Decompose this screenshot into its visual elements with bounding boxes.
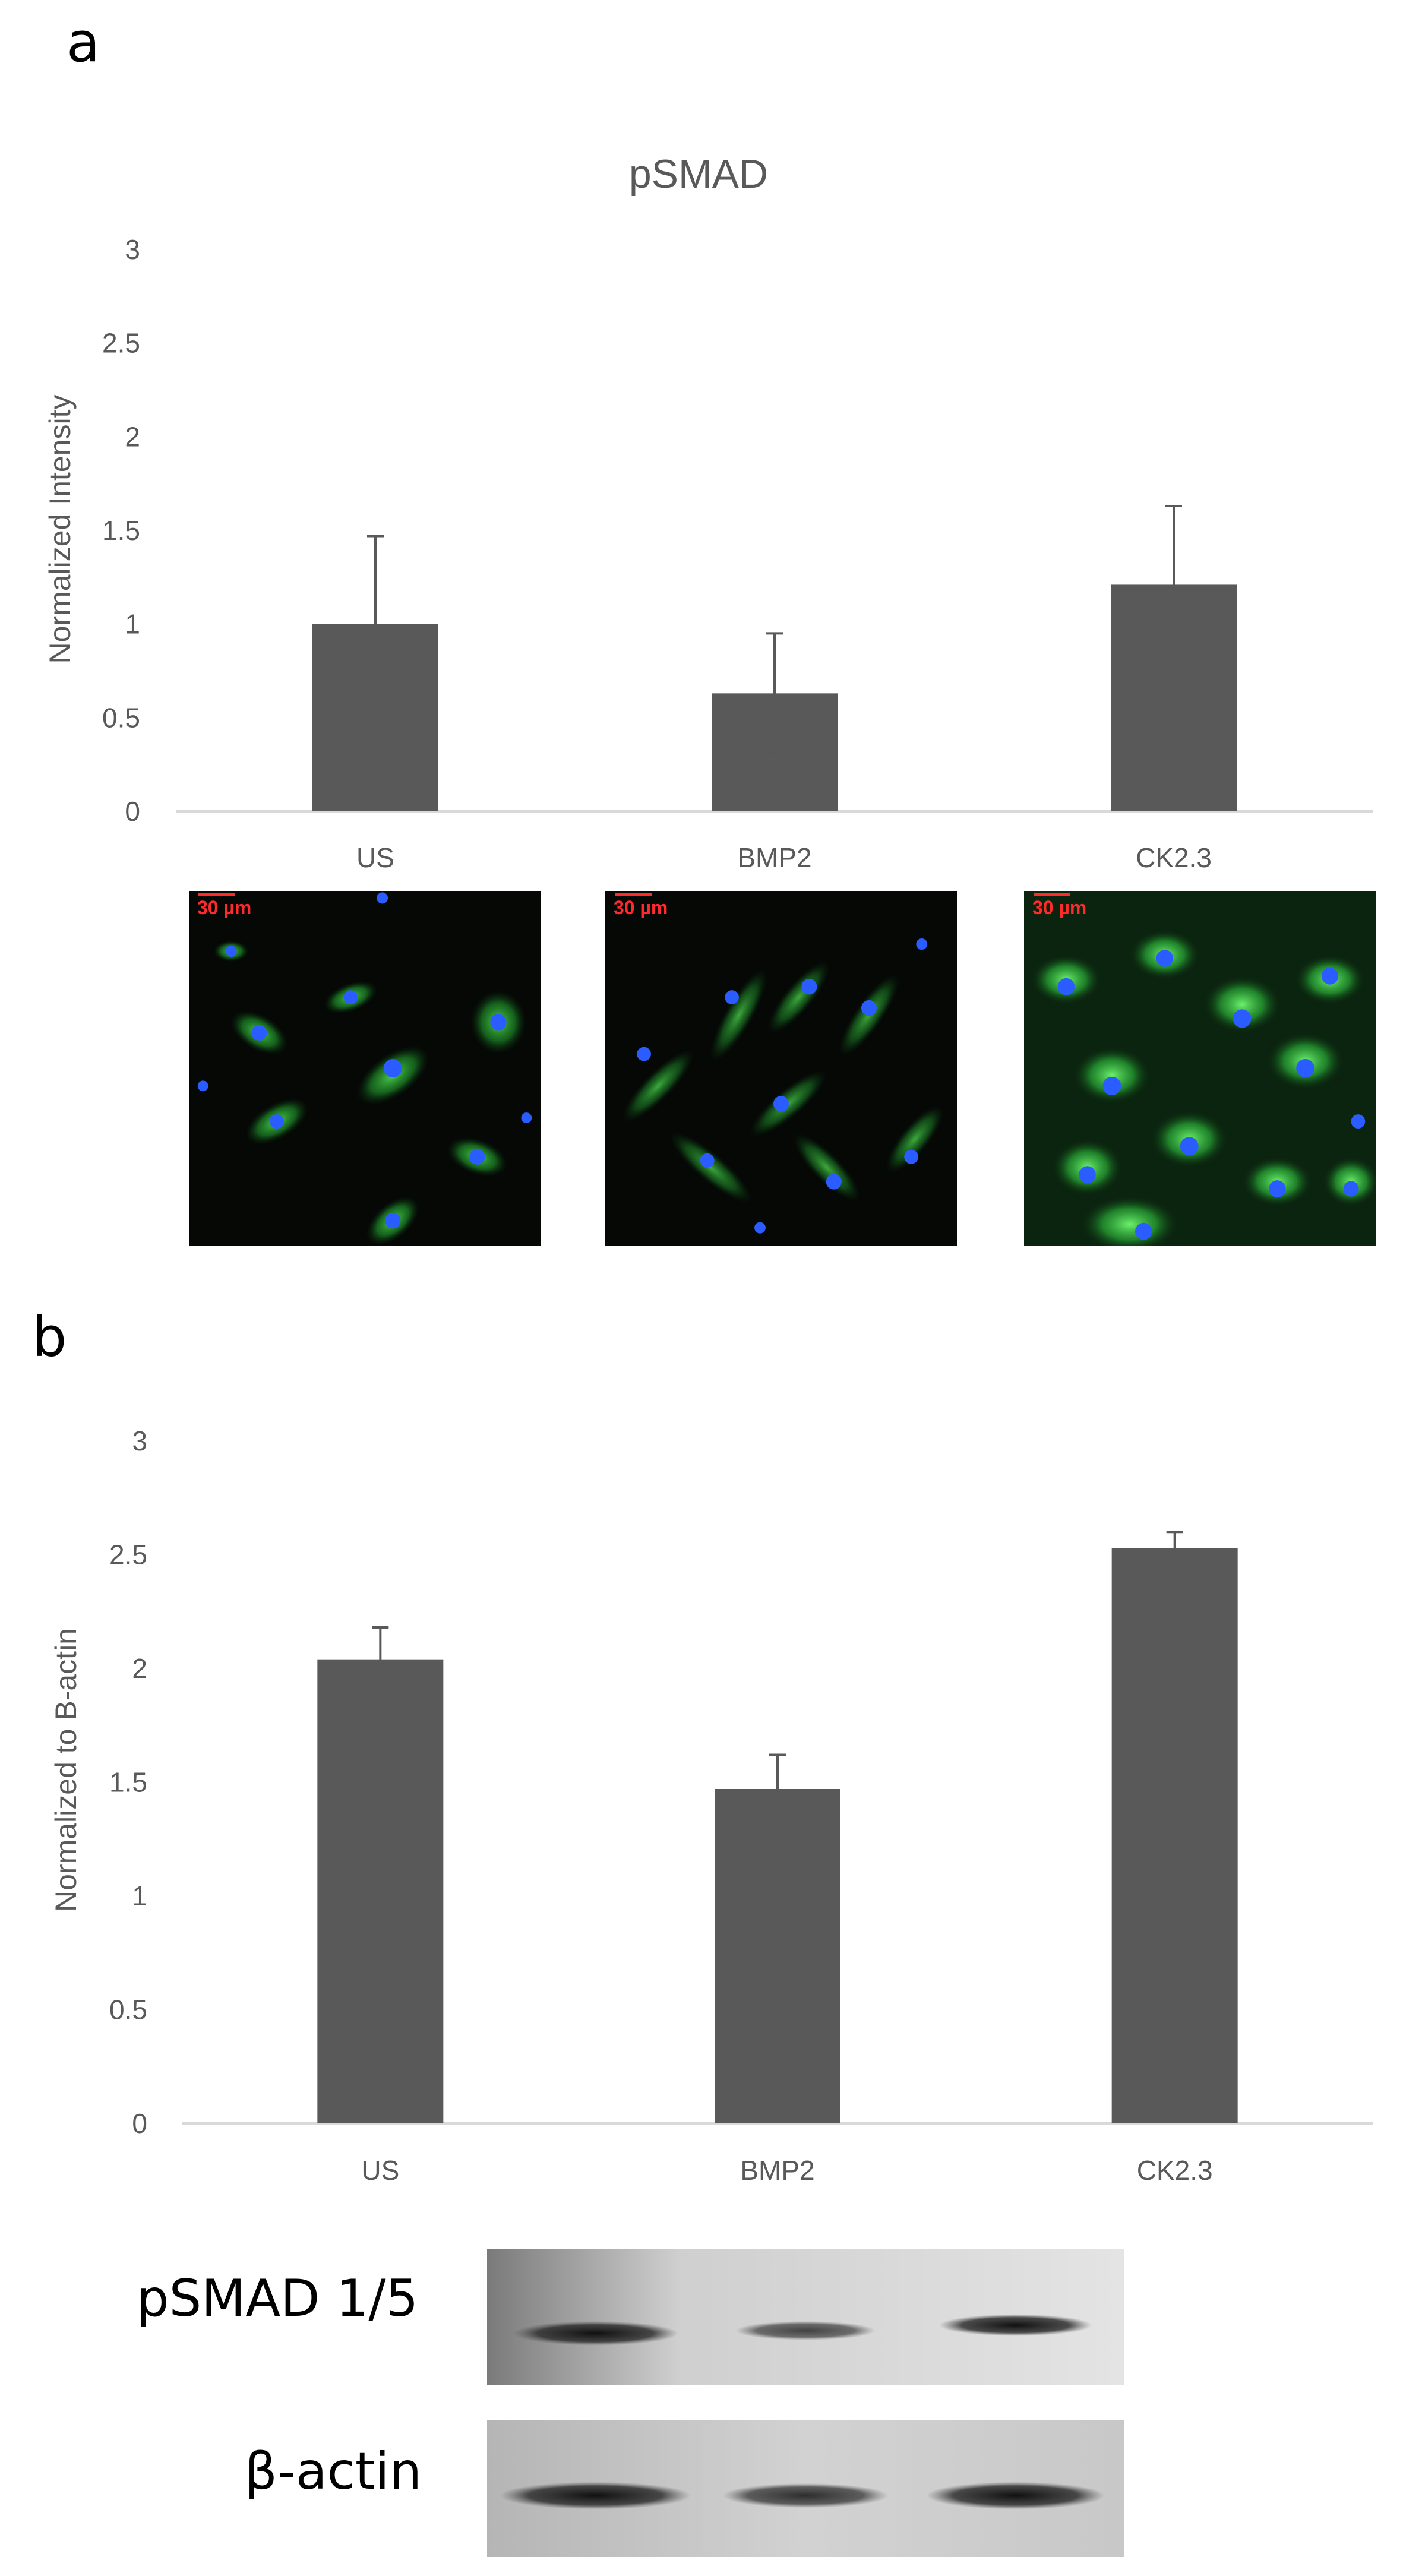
bar-us — [317, 1659, 444, 2123]
chart-b: Normalized to B-actin 0 0.5 1 1.5 2 2.5 3 US BM… — [49, 1426, 1373, 2186]
chart-b-yticks: 0 0.5 1 1.5 2 2.5 3 — [109, 1426, 147, 2139]
y-tick-label: 0.5 — [102, 702, 140, 733]
chart-a-bars — [312, 505, 1237, 811]
micrograph-us-image — [197, 892, 532, 1246]
x-category-label: US — [356, 842, 394, 873]
x-category-label: US — [361, 2155, 399, 2186]
error-bar — [1165, 505, 1182, 665]
micrograph-ck23-image — [1024, 891, 1376, 1246]
panel-b-letter: b — [32, 1306, 67, 1369]
error-bar — [769, 1753, 786, 1825]
chart-b-bars — [317, 1531, 1238, 2123]
chart-a-yticks: 0 0.5 1 1.5 2 2.5 3 — [102, 234, 140, 827]
scale-label: 30 µm — [614, 897, 668, 918]
scale-label: 30 µm — [1032, 897, 1087, 918]
scale-bar — [198, 893, 235, 896]
blot-beta-actin — [487, 2420, 1124, 2557]
chart-b-categories: US BMP2 CK2.3 — [361, 2155, 1212, 2186]
micrograph-bmp2-image — [621, 938, 944, 1234]
error-bar — [367, 535, 384, 713]
y-tick-label: 2.5 — [109, 1540, 147, 1570]
x-category-label: BMP2 — [740, 2155, 814, 2186]
error-bar — [1166, 1531, 1183, 1565]
blot-psmad — [487, 2249, 1124, 2385]
y-tick-label: 2 — [132, 1653, 147, 1684]
micrograph-ck23: 30 µm — [1024, 891, 1376, 1246]
y-tick-label: 1 — [132, 1880, 147, 1911]
error-bar — [372, 1626, 389, 1693]
blot-label-psmad: pSMAD 1/5 — [137, 2269, 419, 2328]
blot-psmad-image — [487, 2249, 1124, 2385]
y-tick-label: 2.5 — [102, 328, 140, 359]
chart-b-ylabel: Normalized to B-actin — [49, 1628, 83, 1912]
chart-a-categories: US BMP2 CK2.3 — [356, 842, 1212, 873]
x-category-label: BMP2 — [737, 842, 811, 873]
blot-beta-actin-image — [487, 2420, 1124, 2557]
chart-a: pSMAD Normalized Intensity 0 0.5 1 1.5 2 2.5 3… — [43, 151, 1373, 873]
micrograph-us: 30 µm — [189, 891, 541, 1246]
y-tick-label: 2 — [125, 421, 140, 452]
scale-bar — [1034, 893, 1070, 896]
y-tick-label: 1 — [125, 609, 140, 640]
y-tick-label: 0.5 — [109, 1995, 147, 2025]
bar-bmp2 — [715, 1788, 840, 2123]
panel-a-letter: a — [67, 11, 100, 74]
x-category-label: CK2.3 — [1136, 842, 1212, 873]
y-tick-label: 0 — [132, 2108, 147, 2139]
scale-bar — [615, 893, 652, 896]
blot-label-beta-actin: β-actin — [245, 2442, 422, 2501]
y-tick-label: 0 — [125, 796, 140, 827]
micrograph-bmp2: 30 µm — [605, 891, 957, 1246]
chart-a-title: pSMAD — [629, 151, 768, 197]
chart-a-ylabel: Normalized Intensity — [43, 395, 77, 664]
x-category-label: CK2.3 — [1137, 2155, 1213, 2186]
error-bar — [766, 632, 783, 755]
y-tick-label: 3 — [132, 1426, 147, 1456]
y-tick-label: 3 — [125, 234, 140, 265]
bar-ck23 — [1111, 1548, 1238, 2123]
y-tick-label: 1.5 — [102, 515, 140, 546]
y-tick-label: 1.5 — [109, 1767, 147, 1798]
scale-label: 30 µm — [197, 897, 252, 918]
